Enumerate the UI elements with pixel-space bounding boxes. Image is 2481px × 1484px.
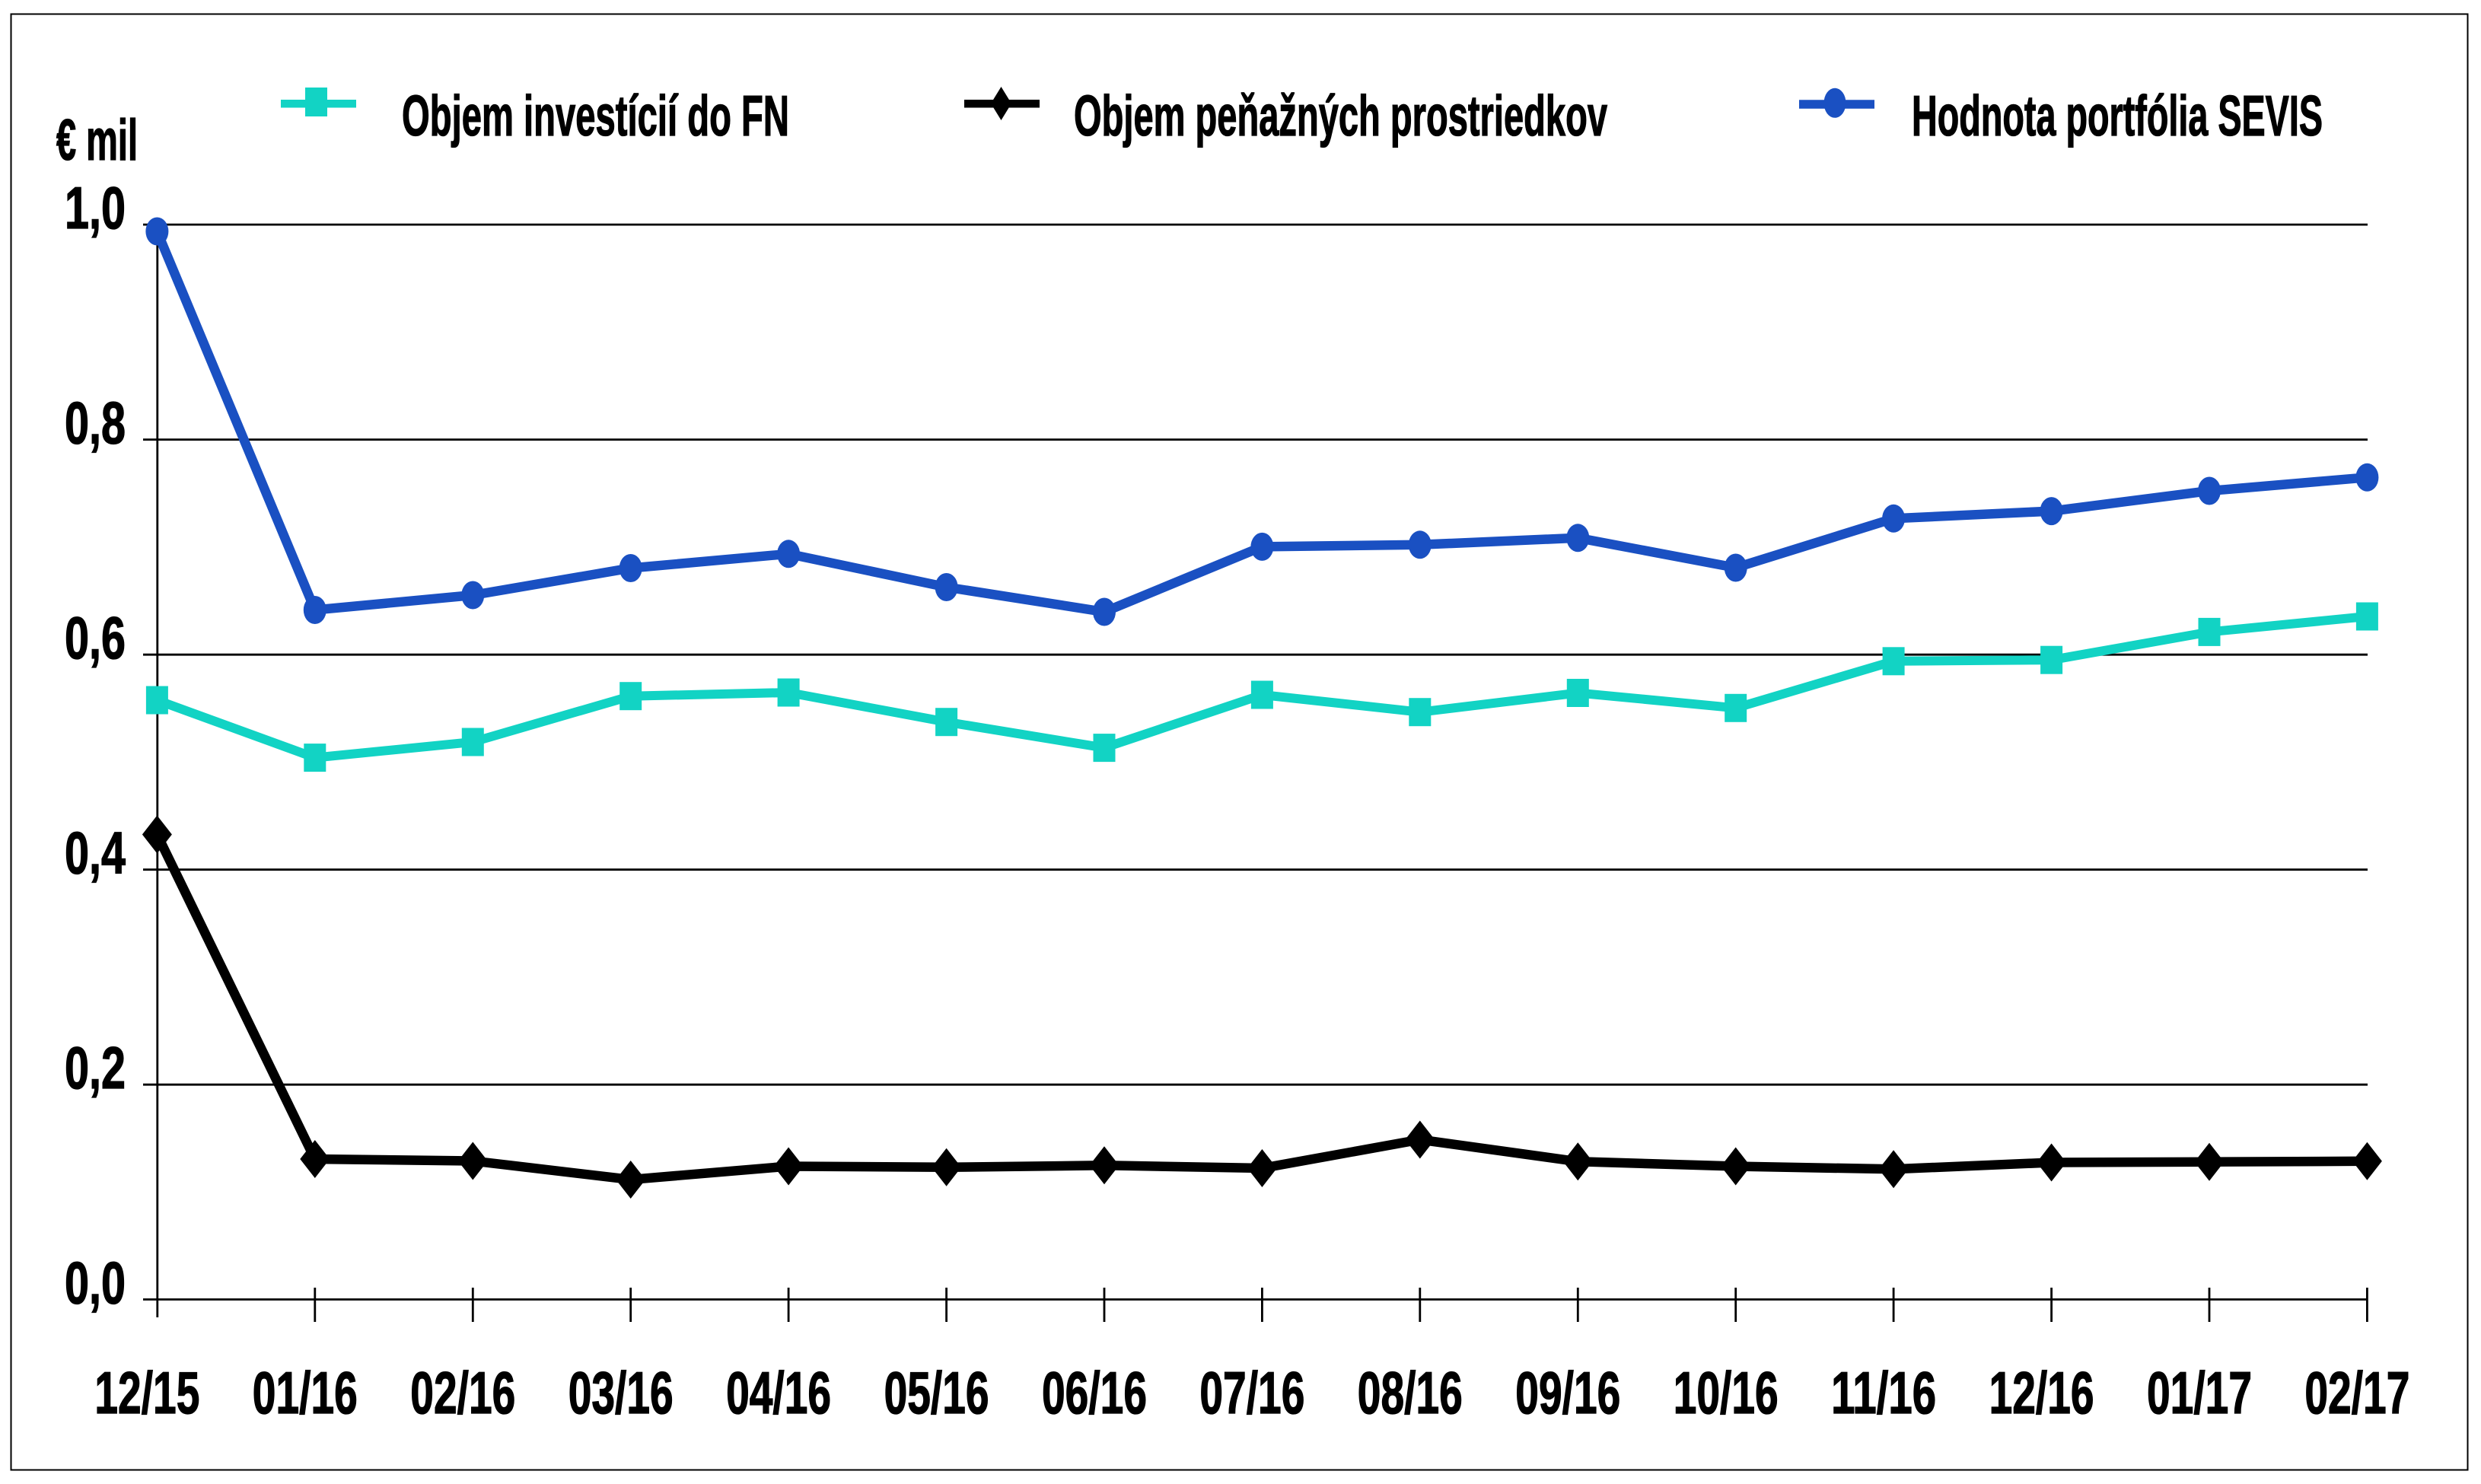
svg-text:02/17: 02/17 [2304,1359,2409,1426]
svg-text:04/16: 04/16 [726,1359,831,1426]
svg-text:0,4: 0,4 [65,820,126,887]
svg-text:12/16: 12/16 [1989,1359,2094,1426]
svg-text:09/16: 09/16 [1515,1359,1620,1426]
svg-text:11/16: 11/16 [1831,1359,1936,1426]
svg-text:Objem peňažných prostriedkov: Objem peňažných prostriedkov [1074,84,1607,148]
svg-text:1,0: 1,0 [65,174,126,241]
svg-text:0,0: 0,0 [65,1250,126,1317]
svg-text:08/16: 08/16 [1358,1359,1463,1426]
svg-text:01/16: 01/16 [253,1359,358,1426]
svg-text:€ mil: € mil [56,108,138,173]
svg-text:0,8: 0,8 [65,390,126,457]
svg-text:0,6: 0,6 [65,604,126,671]
svg-text:02/16: 02/16 [410,1359,515,1426]
svg-text:07/16: 07/16 [1199,1359,1304,1426]
svg-text:0,2: 0,2 [65,1034,126,1101]
svg-text:03/16: 03/16 [568,1359,674,1426]
svg-text:01/17: 01/17 [2147,1359,2252,1426]
svg-text:05/16: 05/16 [884,1359,989,1426]
svg-text:10/16: 10/16 [1674,1359,1779,1426]
svg-text:Objem investícií do FN: Objem investícií do FN [402,84,789,148]
svg-text:06/16: 06/16 [1042,1359,1147,1426]
svg-text:12/15: 12/15 [94,1359,199,1426]
svg-text:Hodnota portfólia SEVIS: Hodnota portfólia SEVIS [1912,84,2323,148]
